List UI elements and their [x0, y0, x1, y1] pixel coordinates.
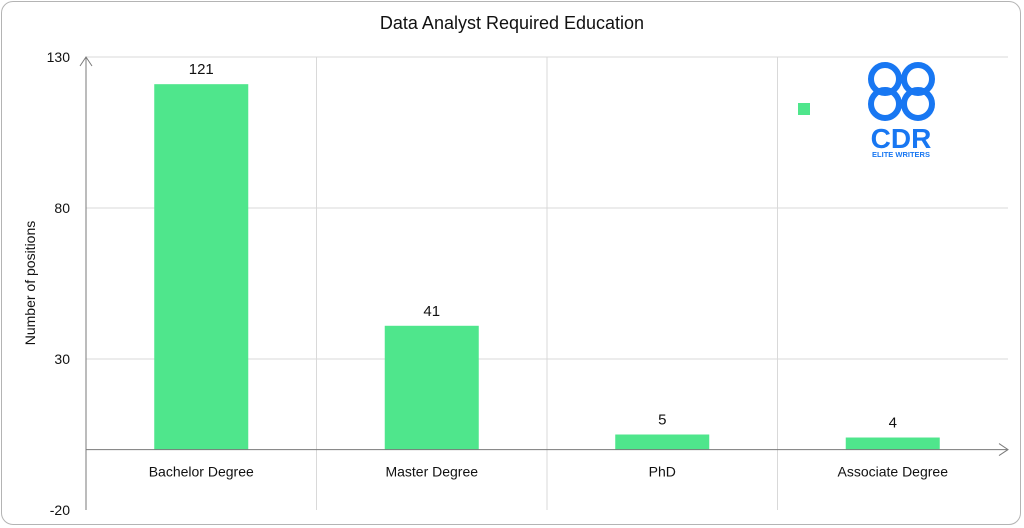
- cdr-logo: CDR ELITE WRITERS: [868, 62, 935, 159]
- bars: [154, 84, 940, 450]
- data-label: 4: [889, 415, 897, 432]
- x-tick-label: PhD: [649, 464, 676, 480]
- y-tick-label: -20: [50, 502, 70, 518]
- bar: [615, 434, 710, 450]
- logo-wordmark: CDR: [871, 123, 932, 154]
- data-label: 41: [423, 303, 440, 320]
- data-label: 121: [189, 61, 214, 78]
- data-label: 5: [658, 412, 666, 429]
- data-labels: 121 41 5 4: [189, 61, 897, 431]
- y-axis-arrow-icon: [79, 56, 93, 67]
- legend-marker: [798, 103, 810, 115]
- x-tick-label: Bachelor Degree: [149, 464, 254, 480]
- chart-title: Data Analyst Required Education: [379, 13, 645, 33]
- x-axis-arrow-icon: [998, 443, 1009, 457]
- bar: [384, 325, 479, 450]
- y-tick-label: 30: [54, 351, 70, 367]
- axes: [79, 56, 1009, 510]
- y-tick-label: 80: [54, 200, 70, 216]
- bar: [154, 84, 249, 450]
- y-axis-title: Number of positions: [22, 221, 38, 346]
- y-tick-label: 130: [47, 49, 71, 65]
- x-tick-label: Associate Degree: [837, 464, 948, 480]
- bar: [845, 437, 940, 450]
- logo-knot-icon: [868, 62, 935, 121]
- x-tick-label: Master Degree: [385, 464, 478, 480]
- tick-labels: Bachelor Degree Master Degree PhD Associate…: [47, 49, 949, 518]
- logo-tagline: ELITE WRITERS: [872, 150, 930, 159]
